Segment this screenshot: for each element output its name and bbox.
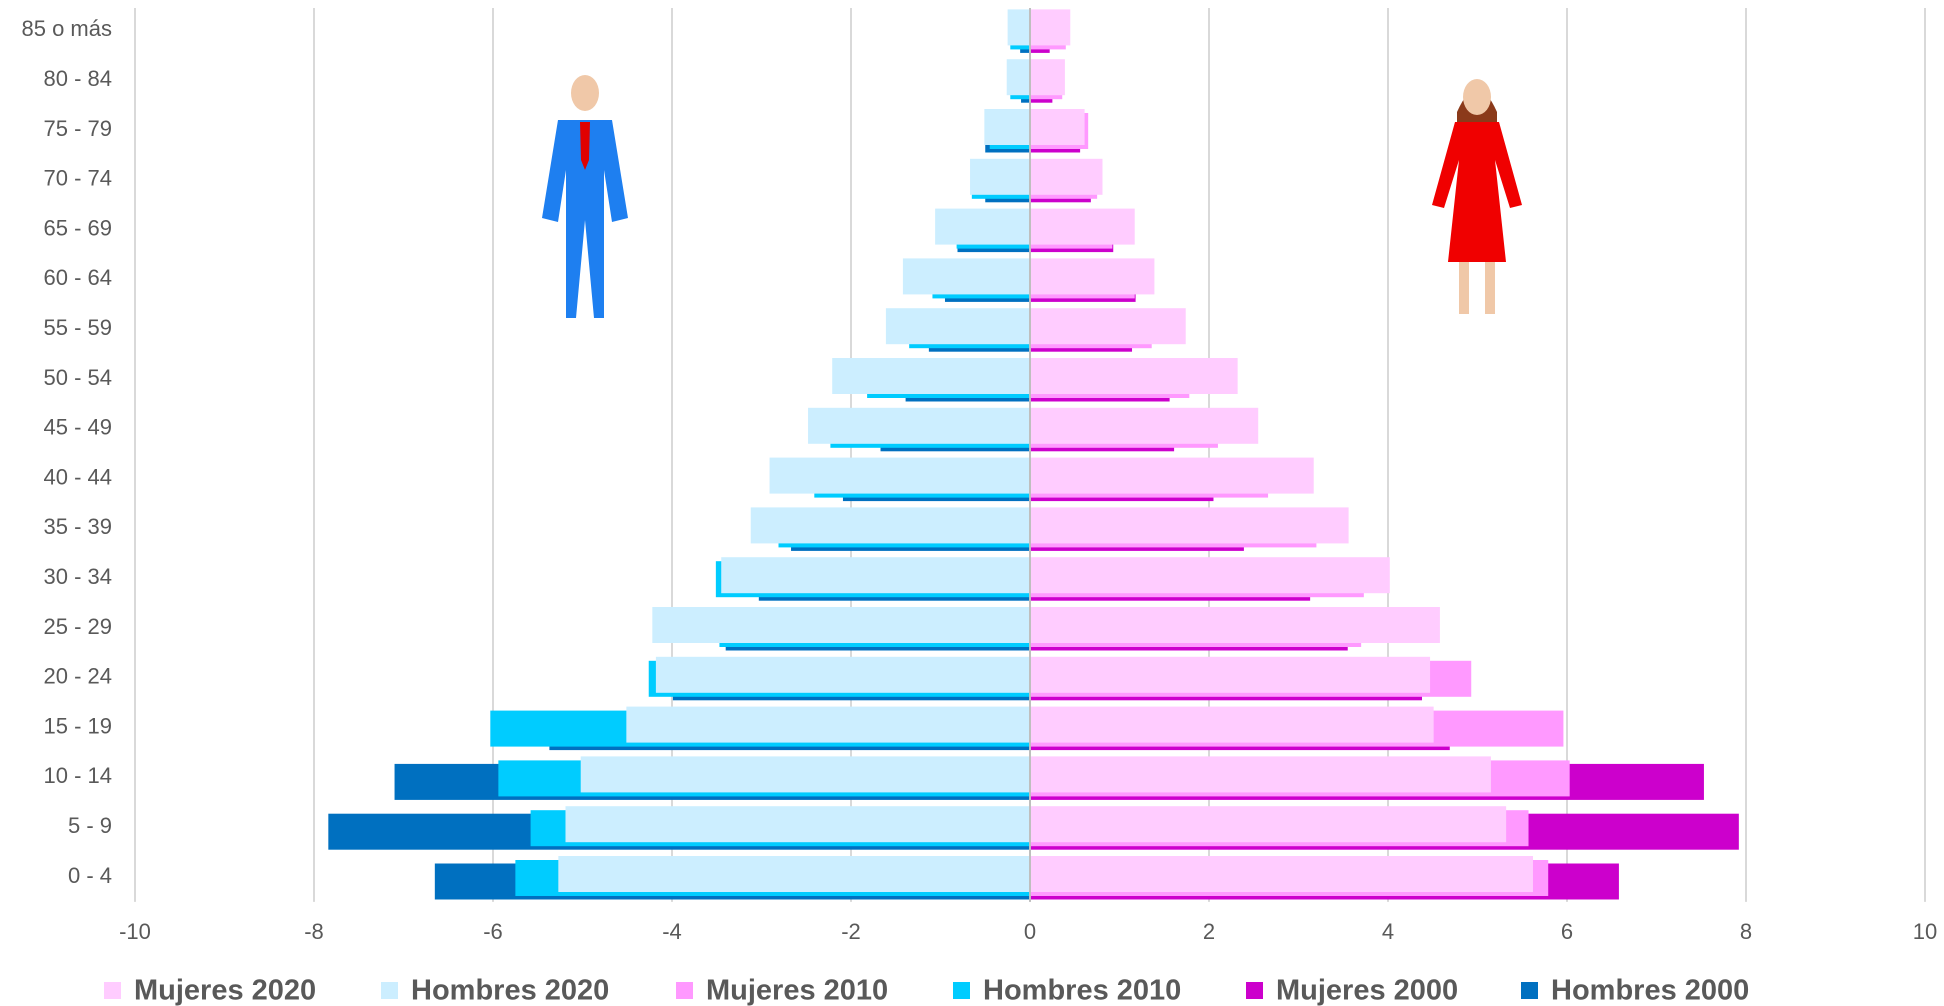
y-tick-label: 80 - 84 [44, 66, 113, 91]
y-tick-label: 25 - 29 [44, 614, 113, 639]
bar [558, 856, 1030, 892]
y-tick-label: 75 - 79 [44, 116, 113, 141]
x-tick-label: -4 [662, 919, 682, 944]
x-tick-label: 6 [1561, 919, 1573, 944]
y-tick-label: 65 - 69 [44, 215, 113, 240]
y-tick-label: 30 - 34 [44, 564, 113, 589]
y-tick-label: 10 - 14 [44, 763, 113, 788]
x-tick-label: 4 [1382, 919, 1394, 944]
legend-swatch [1246, 982, 1263, 999]
bar [886, 308, 1030, 344]
bar [970, 159, 1030, 195]
legend-label: Hombres 2000 [1551, 975, 1749, 1006]
bar [770, 458, 1030, 494]
x-tick-label: -10 [119, 919, 151, 944]
bar [1008, 9, 1030, 45]
x-tick-label: 2 [1203, 919, 1215, 944]
legend-label: Mujeres 2020 [134, 975, 316, 1006]
bar [581, 756, 1030, 792]
y-tick-label: 40 - 44 [44, 464, 113, 489]
man-icon [542, 75, 628, 318]
bar [1030, 806, 1506, 842]
y-tick-label: 60 - 64 [44, 265, 113, 290]
bar [1030, 9, 1070, 45]
bar [808, 408, 1030, 444]
bar [1030, 607, 1440, 643]
legend-label: Mujeres 2010 [706, 975, 888, 1006]
bar [984, 109, 1030, 145]
bar [1007, 59, 1030, 95]
x-tick-label: 8 [1740, 919, 1752, 944]
bar [1030, 308, 1186, 344]
y-tick-label: 70 - 74 [44, 166, 113, 191]
bar [751, 507, 1030, 543]
bar [1030, 557, 1390, 593]
woman-icon [1432, 79, 1522, 314]
y-tick-label: 55 - 59 [44, 315, 113, 340]
y-tick-label: 15 - 19 [44, 713, 113, 738]
legend-swatch [104, 982, 121, 999]
y-tick-label: 85 o más [22, 16, 113, 41]
bar [565, 806, 1030, 842]
bar [1030, 856, 1533, 892]
bar [832, 358, 1030, 394]
x-tick-label: -6 [483, 919, 503, 944]
bar [721, 557, 1030, 593]
bar [1030, 209, 1135, 245]
legend-swatch [676, 982, 693, 999]
y-tick-label: 5 - 9 [68, 813, 112, 838]
legend-swatch [1521, 982, 1538, 999]
x-tick-label: 0 [1024, 919, 1036, 944]
bar [1030, 358, 1238, 394]
legend-label: Hombres 2010 [983, 975, 1181, 1006]
legend: Mujeres 2020 Hombres 2020 Mujeres 2010 Homb… [104, 975, 1749, 1006]
bar [1030, 408, 1258, 444]
bar [626, 707, 1030, 743]
bar [1030, 657, 1430, 693]
y-tick-label: 35 - 39 [44, 514, 113, 539]
bars [328, 9, 1739, 899]
bar [935, 209, 1030, 245]
bar [1030, 109, 1085, 145]
bar [1030, 507, 1349, 543]
legend-label: Mujeres 2000 [1276, 975, 1458, 1006]
y-tick-label: 45 - 49 [44, 415, 113, 440]
y-tick-label: 50 - 54 [44, 365, 113, 390]
legend-swatch [381, 982, 398, 999]
x-tick-label: -8 [304, 919, 324, 944]
bar [1030, 458, 1314, 494]
x-tick-label: 10 [1913, 919, 1937, 944]
x-tick-label: -2 [841, 919, 861, 944]
legend-label: Hombres 2020 [411, 975, 609, 1006]
y-tick-label: 20 - 24 [44, 664, 113, 689]
bar [1030, 159, 1102, 195]
bar [1030, 707, 1434, 743]
legend-swatch [953, 982, 970, 999]
bar [903, 258, 1030, 294]
y-tick-label: 0 - 4 [68, 863, 112, 888]
chart: -10 -8 -6 -4 -2 0 2 4 6 8 10 0 - 4 5 - 9 10 - 14 15 - … [0, 0, 1944, 1006]
bar [656, 657, 1030, 693]
bar [1030, 756, 1491, 792]
bar [1030, 258, 1154, 294]
bar [1030, 59, 1065, 95]
bar [652, 607, 1030, 643]
